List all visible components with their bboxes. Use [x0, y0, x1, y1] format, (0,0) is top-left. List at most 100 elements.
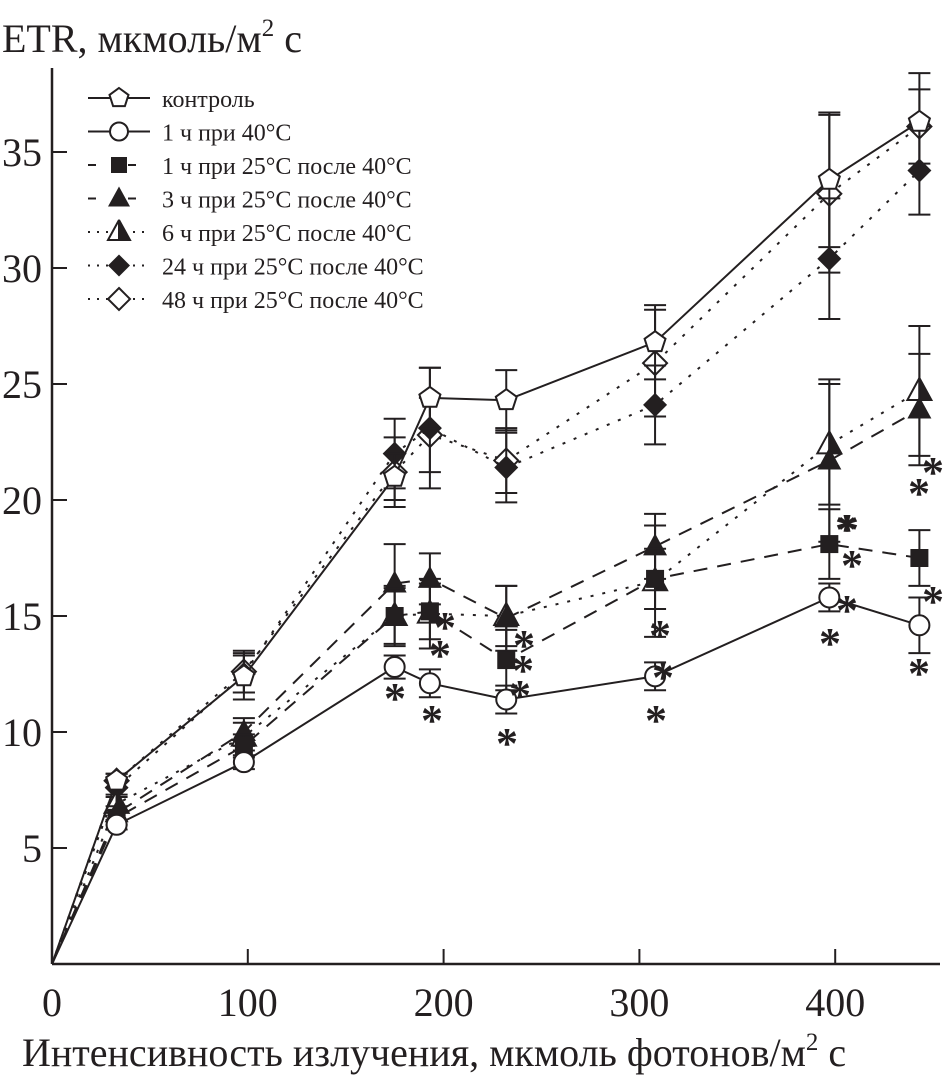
marker-pentagon-open	[643, 329, 667, 353]
significance-star: *	[512, 646, 534, 695]
triangle-marker	[494, 605, 519, 628]
significance-star: *	[429, 631, 451, 680]
significance-star: *	[652, 653, 674, 702]
circle-marker	[495, 688, 518, 711]
legend-item: 3 ч при 25°С после 40°С	[88, 186, 412, 214]
marker-pentagon-open	[383, 464, 407, 487]
series-3	[51, 352, 932, 965]
series-line	[51, 408, 920, 965]
circle-marker	[908, 614, 931, 637]
axes: 0 100 200 300 400 5 10 15 20 25 30 35	[2, 68, 940, 1025]
legend-item: 24 ч при 25°С после 40°С	[88, 254, 424, 281]
pentagon-marker	[643, 329, 667, 353]
circle-marker	[232, 751, 255, 774]
significance-star: *	[509, 671, 531, 720]
marker-diamond-filled	[494, 455, 519, 480]
circle-marker	[105, 813, 128, 836]
y-tick-label: 30	[2, 246, 42, 291]
marker-square-filled	[111, 157, 127, 173]
series-line	[51, 120, 920, 965]
marker-circle-open	[109, 121, 129, 142]
triangle-half-open	[815, 430, 831, 455]
marker-square-filled	[234, 736, 253, 755]
triangle-marker	[907, 396, 932, 419]
marker-circle-open	[105, 813, 128, 836]
legend-item: 1 ч при 25°С после 40°С	[88, 154, 412, 180]
x-tick-label: 400	[805, 980, 865, 1025]
pentagon-marker	[232, 664, 256, 687]
marker-circle-open	[232, 751, 255, 774]
marker-pentagon-open	[232, 664, 256, 687]
series-2	[51, 508, 931, 965]
significance-star: *	[841, 541, 863, 590]
square-marker	[497, 651, 516, 670]
y-tick-label: 35	[2, 130, 42, 175]
marker-diamond-open	[106, 286, 132, 312]
triangle-half-filled	[828, 430, 844, 455]
y-tick-label: 15	[2, 594, 42, 639]
triangle-marker	[643, 533, 668, 556]
triangle-marker	[108, 186, 130, 207]
square-marker	[420, 602, 439, 621]
y-tick-label: 5	[22, 826, 42, 871]
y-axis-label: ETR, мкмоль/м2 с	[2, 15, 302, 61]
pentagon-marker	[383, 464, 407, 487]
marker-square-filled	[497, 651, 516, 670]
triangle-half-open	[905, 377, 921, 401]
triangle-marker	[231, 719, 256, 741]
marker-square-filled	[646, 569, 665, 588]
legend-item: 6 ч при 25°С после 40°С	[88, 219, 412, 247]
series-layer	[51, 72, 934, 965]
significance-star: *	[819, 619, 841, 668]
y-tick-label: 20	[2, 478, 42, 523]
pentagon-marker	[494, 387, 518, 411]
significance-star: *	[421, 696, 443, 745]
square-marker	[111, 157, 127, 173]
significance-star: *	[513, 621, 535, 670]
marker-pentagon-open	[817, 167, 841, 190]
triangle-marker	[382, 570, 407, 593]
series-1	[51, 582, 931, 965]
significance-star: *	[496, 719, 518, 768]
marker-square-filled	[820, 535, 839, 554]
triangle-marker	[417, 565, 442, 588]
legend-label: 3 ч при 25°С после 40°С	[162, 188, 412, 214]
marker-pentagon-open	[907, 109, 932, 132]
marker-square-filled	[910, 549, 929, 567]
series-4	[51, 325, 934, 965]
marker-triangle-filled	[417, 565, 442, 588]
legend-item: 48 ч при 25°С после 40°С	[88, 286, 424, 314]
significance-star: *	[908, 649, 930, 698]
x-axis-label: Интенсивность излучения, мкмоль фотонов/…	[22, 1029, 846, 1075]
marker-triangle-half	[106, 219, 132, 241]
marker-triangle-filled	[643, 533, 668, 556]
x-tick-label: 300	[609, 980, 669, 1025]
marker-circle-open	[818, 586, 841, 609]
square-marker	[820, 535, 839, 554]
y-tick-label: 25	[2, 362, 42, 407]
series-5	[51, 125, 932, 965]
circle-marker	[109, 121, 129, 142]
significance-star: *	[837, 505, 859, 554]
marker-square-filled	[420, 602, 439, 621]
significance-star: *	[835, 505, 857, 554]
significance-star: *	[922, 448, 943, 497]
marker-square-filled	[385, 607, 404, 625]
marker-triangle-filled	[907, 396, 932, 419]
circle-marker	[418, 672, 441, 695]
marker-pentagon-open	[494, 387, 518, 411]
series-line	[51, 125, 920, 965]
square-marker	[646, 569, 665, 588]
circle-marker	[644, 665, 667, 688]
square-marker	[234, 736, 253, 755]
significance-star: *	[649, 611, 671, 660]
significance-star: *	[836, 586, 858, 635]
circle-marker	[818, 586, 841, 609]
x-tick-label: 0	[42, 980, 62, 1025]
triangle-marker	[817, 447, 842, 470]
legend-label: 48 ч при 25°С после 40°С	[162, 288, 424, 314]
marker-triangle-filled	[231, 719, 256, 741]
pentagon-marker	[108, 86, 130, 108]
series-line	[51, 390, 920, 965]
significance-star: *	[908, 469, 930, 518]
